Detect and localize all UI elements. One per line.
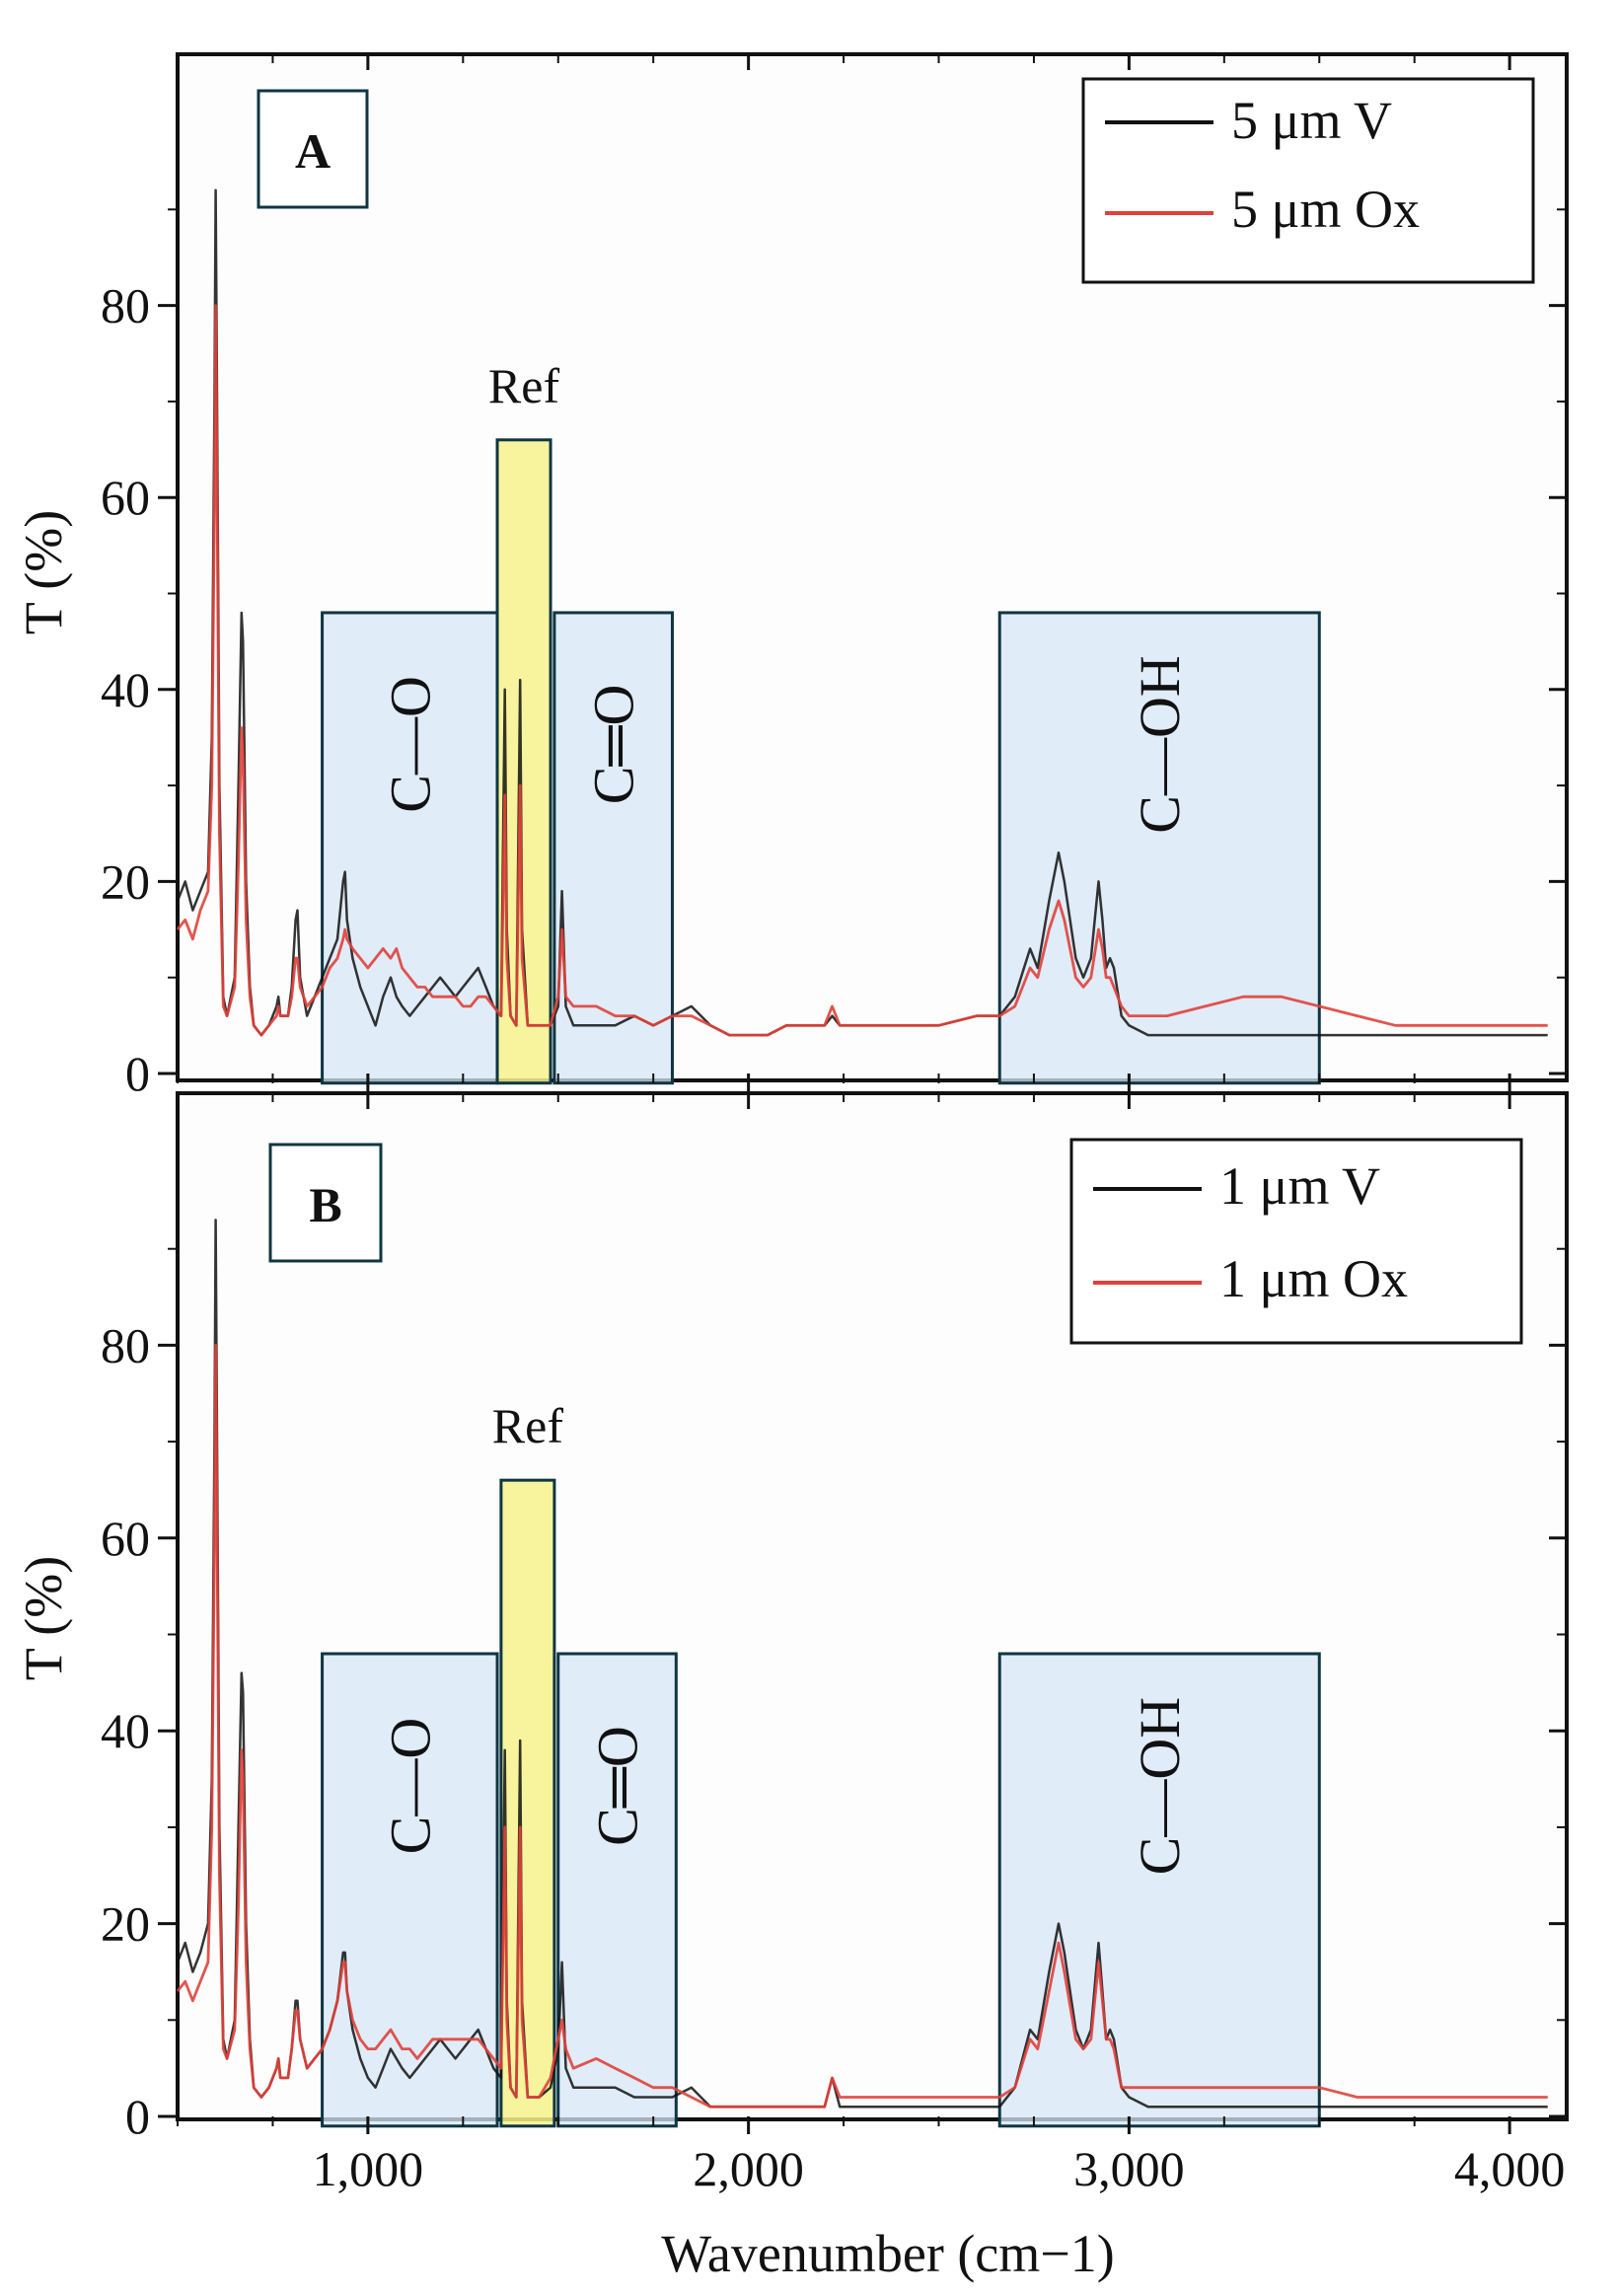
panel-b-x-tick-label: 1,000 bbox=[313, 2141, 424, 2196]
panel-b-region-label-0: C—O bbox=[378, 1718, 442, 1855]
panel-a-axes: 0 20 40 60 80 bbox=[101, 54, 1567, 1101]
panel-b-y-tick-label: 20 bbox=[101, 1896, 150, 1952]
panel-b-region-0 bbox=[321, 1652, 499, 2128]
panel-a-y-tick-label: 20 bbox=[101, 853, 150, 909]
panel-a-ref-label: Ref bbox=[488, 358, 560, 413]
panel-a-label-box bbox=[257, 89, 369, 209]
panel-b-series bbox=[176, 1219, 1548, 2109]
panel-b-y-tick-label: 0 bbox=[125, 2089, 150, 2144]
panel-b-region-2 bbox=[556, 1652, 678, 2128]
panel-a-y-tick-label: 40 bbox=[101, 662, 150, 717]
panel-b-y-tick-label: 60 bbox=[101, 1511, 150, 1566]
panel-b-region-label-2: C═O bbox=[586, 1726, 650, 1846]
panel-a-region-3 bbox=[997, 611, 1321, 1085]
panel-b-label: B bbox=[309, 1177, 341, 1232]
panel-a-legend-ox: 5 μm Ox bbox=[1231, 180, 1420, 239]
panel-b-region-1 bbox=[499, 1478, 556, 2128]
panel-a-y-axis-title: T (%) bbox=[14, 510, 73, 634]
panel-b-x-tick-label: 4,000 bbox=[1454, 2141, 1566, 2196]
x-axis-title: Wavenumber (cm−1) bbox=[661, 2224, 1114, 2283]
panel-a-region-0 bbox=[321, 611, 499, 1085]
panel-b: C—O Ref C═O C—OH 0 20 40 60 80 1,000 2,000 3,000 4,… bbox=[14, 1091, 1569, 2196]
panel-a-region-2 bbox=[552, 611, 674, 1085]
panel-a-series bbox=[176, 188, 1548, 1037]
panel-b-legend-ox: 1 μm Ox bbox=[1219, 1249, 1408, 1308]
panel-a-region-label-0: C—O bbox=[378, 676, 442, 813]
panel-a-region-label-2: C═O bbox=[582, 685, 646, 805]
panel-a-legend-v: 5 μm V bbox=[1231, 91, 1392, 150]
panel-a-label: A bbox=[295, 123, 331, 179]
panel-b-region-label-3: C—OH bbox=[1128, 1697, 1192, 1875]
panel-a-y-tick-label: 60 bbox=[101, 470, 150, 525]
panel-b-label-box bbox=[268, 1143, 383, 1263]
panel-a-legend bbox=[1081, 77, 1535, 284]
panel-a-region-label-3: C—OH bbox=[1128, 655, 1192, 833]
panel-b-x-tick-label: 3,000 bbox=[1073, 2141, 1185, 2196]
panel-b-y-axis-title: T (%) bbox=[14, 1556, 73, 1680]
panel-b-x-tick-label: 2,000 bbox=[693, 2141, 804, 2196]
panel-b-region-3 bbox=[997, 1652, 1321, 2128]
panel-b-y-tick-label: 40 bbox=[101, 1703, 150, 1758]
panel-b-regions: C—O Ref C═O C—OH bbox=[321, 1398, 1321, 2128]
panel-a: C—O Ref C═O C—OH 0 20 40 60 80 A 5 μm V 5 μm Ox… bbox=[14, 52, 1569, 1101]
panel-a-y-tick-label: 0 bbox=[125, 1046, 150, 1101]
panel-a-series-ox bbox=[176, 304, 1548, 1037]
panel-b-legend-v: 1 μm V bbox=[1219, 1156, 1380, 1216]
panel-b-y-tick-label: 80 bbox=[101, 1317, 150, 1372]
panel-b-series-ox bbox=[176, 1344, 1548, 2109]
panel-b-axes: 0 20 40 60 80 1,000 2,000 3,000 4,000 bbox=[101, 1093, 1567, 2196]
panel-b-ref-label: Ref bbox=[492, 1398, 564, 1453]
panel-b-legend bbox=[1069, 1138, 1523, 1345]
panel-a-y-tick-label: 80 bbox=[101, 278, 150, 333]
